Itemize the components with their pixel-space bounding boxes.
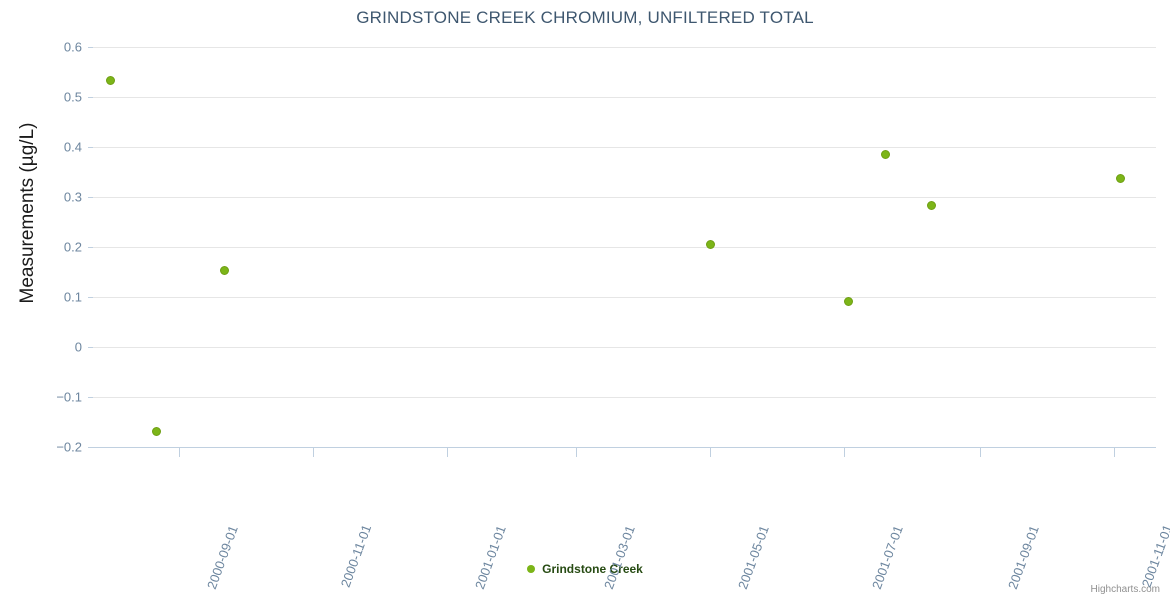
y-tick-label: 0.1 — [63, 289, 82, 305]
data-point[interactable] — [1116, 173, 1126, 183]
x-tick-label: 2000-11-01 — [337, 522, 374, 590]
y-tick-mark — [88, 347, 93, 348]
y-tick-label: 0.5 — [63, 89, 82, 105]
x-tick-mark — [980, 447, 982, 457]
y-tick-mark — [88, 247, 93, 248]
data-point[interactable] — [152, 426, 162, 436]
legend-marker-icon — [527, 565, 536, 573]
y-grid-line — [93, 97, 1156, 98]
legend-item-label[interactable]: Grindstone Creek — [542, 562, 643, 576]
data-point[interactable] — [844, 297, 854, 306]
x-tick-label: 2001-05-01 — [735, 523, 772, 592]
data-point[interactable] — [106, 75, 116, 85]
x-tick-label: 2001-09-01 — [1005, 523, 1043, 592]
y-axis-title: Measurements (µg/L) — [17, 122, 38, 304]
chart-title: GRINDSTONE CREEK CHROMIUM, UNFILTERED TO… — [356, 8, 814, 27]
y-tick-label: 0.6 — [63, 39, 82, 55]
x-tick-mark — [446, 447, 448, 457]
x-tick-label: 2001-01-01 — [471, 523, 509, 592]
x-tick-mark — [312, 447, 314, 457]
y-grid-line — [93, 147, 1156, 148]
y-grid-line — [93, 247, 1156, 248]
y-tick-label: 0.3 — [63, 189, 82, 205]
y-tick-label: −0.2 — [56, 439, 82, 455]
y-tick-mark — [88, 397, 93, 398]
data-point[interactable] — [927, 200, 937, 210]
chart-legend: Grindstone Creek — [0, 562, 1170, 576]
x-tick-mark — [710, 447, 712, 457]
y-grid-line — [93, 47, 1156, 48]
y-grid-line — [93, 297, 1156, 298]
x-tick-label: 2001-11-01 — [1138, 522, 1170, 590]
y-tick-label: 0.2 — [63, 239, 82, 255]
y-tick-mark — [88, 297, 93, 298]
x-tick-mark — [1114, 447, 1116, 457]
data-point[interactable] — [220, 265, 230, 275]
x-tick-label: 2001-03-01 — [601, 523, 639, 592]
y-grid-line — [93, 347, 1156, 348]
y-tick-mark — [88, 197, 93, 198]
y-grid-line — [93, 397, 1156, 398]
x-tick-mark — [844, 447, 846, 457]
plot-area — [88, 47, 1156, 448]
data-point[interactable] — [705, 239, 715, 249]
x-tick-mark — [178, 447, 180, 457]
x-axis-line — [93, 447, 1156, 448]
credits-label[interactable]: Highcharts.com — [1090, 584, 1160, 595]
x-tick-mark — [576, 447, 578, 457]
y-tick-label: 0.4 — [63, 139, 82, 155]
y-tick-label: −0.1 — [56, 389, 82, 405]
data-point[interactable] — [881, 150, 891, 159]
y-tick-mark — [88, 97, 93, 98]
x-tick-label: 2001-07-01 — [869, 523, 906, 592]
x-tick-label: 2000-09-01 — [203, 523, 241, 592]
y-tick-mark — [88, 147, 93, 148]
y-tick-label: 0 — [74, 339, 82, 355]
y-tick-mark — [88, 47, 93, 48]
y-tick-mark — [88, 447, 93, 448]
y-grid-line — [93, 197, 1156, 198]
